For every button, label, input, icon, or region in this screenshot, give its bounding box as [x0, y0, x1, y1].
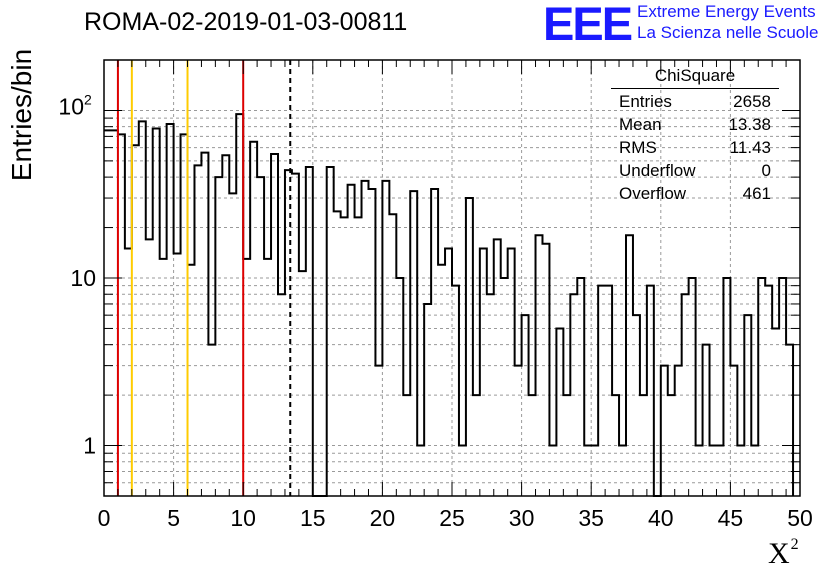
- y-axis-label-text: Entries/bin: [6, 48, 37, 182]
- x-tick-label: 5: [167, 505, 180, 531]
- stat-value: 11.43: [729, 138, 771, 157]
- stat-label: Mean: [619, 115, 662, 134]
- reference-lines: [116, 60, 292, 496]
- logo-caption-line1: Extreme Energy Events: [637, 2, 816, 21]
- x-tick-label: 45: [718, 505, 744, 531]
- stat-row-entries: Entries 2658: [611, 92, 779, 115]
- stat-value: 2658: [733, 92, 771, 111]
- x-tick-label: 25: [439, 505, 465, 531]
- stat-row-mean: Mean 13.38: [611, 115, 779, 138]
- y-tick-label: 10: [58, 93, 84, 119]
- stat-row-rms: RMS 11.43: [611, 138, 779, 161]
- stat-label: Entries: [619, 92, 672, 111]
- axis-ticks: [103, 59, 801, 497]
- histogram-outline: [104, 113, 795, 497]
- logo-caption-line2: La Scienza nelle Scuole: [637, 23, 819, 42]
- eee-logo: EEE: [543, 0, 633, 50]
- x-tick-label: 0: [98, 505, 111, 531]
- y-axis-label: Entries/bin: [4, 40, 40, 190]
- x-tick-label: 35: [578, 505, 604, 531]
- stats-box: ChiSquare Entries 2658 Mean 13.38 RMS 11…: [611, 66, 779, 207]
- y-tick-label: 1: [83, 433, 96, 459]
- chart-title: ROMA-02-2019-01-03-00811: [84, 8, 408, 36]
- x-axis-label: X2: [768, 536, 799, 571]
- stat-label: RMS: [619, 138, 657, 157]
- stat-row-overflow: Overflow 461: [611, 184, 779, 207]
- x-axis-label-text: X: [768, 537, 790, 570]
- x-tick-label: 50: [787, 505, 813, 531]
- stat-label: Overflow: [619, 184, 687, 203]
- x-tick-label: 15: [300, 505, 326, 531]
- x-tick-label: 30: [509, 505, 535, 531]
- x-tick-label: 10: [230, 505, 256, 531]
- stat-value: 13.38: [728, 115, 771, 134]
- stats-title: ChiSquare: [611, 66, 779, 89]
- stat-label: Underflow: [619, 161, 696, 180]
- stat-row-underflow: Underflow 0: [611, 161, 779, 184]
- stat-value: 461: [742, 184, 771, 203]
- histogram: [104, 113, 795, 497]
- stat-value: 0: [761, 161, 771, 180]
- x-tick-label: 40: [648, 505, 674, 531]
- x-axis-label-exponent: 2: [790, 536, 799, 553]
- x-tick-label: 20: [370, 505, 396, 531]
- y-tick-label-exponent: 2: [84, 91, 92, 107]
- y-tick-label: 10: [70, 265, 96, 291]
